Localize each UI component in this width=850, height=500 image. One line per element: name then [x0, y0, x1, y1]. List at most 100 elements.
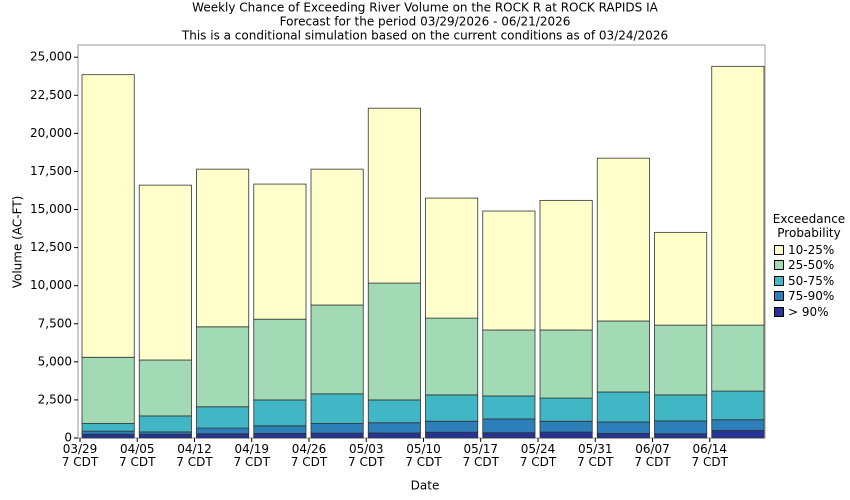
x-axis-title: Date: [411, 479, 440, 493]
bar-segment: [654, 420, 708, 435]
bar-segment: [425, 394, 479, 422]
bar-segment: [81, 433, 135, 439]
y-axis-title: Volume (AC-FT): [11, 196, 25, 289]
bar-segment: [310, 432, 364, 439]
bar-segment: [196, 168, 250, 328]
bar-segment: [482, 432, 536, 439]
y-tick-label: 15,000: [30, 202, 72, 216]
bar-segment: [539, 199, 593, 331]
bar-segment: [367, 432, 421, 439]
legend-swatch: [774, 244, 784, 255]
x-tick-label: 04/26 7 CDT: [290, 442, 328, 469]
bar-segment: [482, 329, 536, 397]
bar-segment: [539, 431, 593, 439]
bar-segment: [711, 65, 765, 326]
bar-segment: [367, 422, 421, 434]
bar-segment: [425, 317, 479, 396]
legend-label: 50-75%: [788, 273, 835, 288]
x-tick-label: 04/12 7 CDT: [176, 442, 213, 469]
bar-segment: [482, 395, 536, 420]
bar-segment: [81, 430, 135, 435]
legend-item: 50-75%: [774, 273, 850, 289]
bar-segment: [596, 320, 650, 393]
x-tick-label: 05/10 7 CDT: [405, 442, 442, 469]
bar-segment: [367, 399, 421, 424]
bar-segment: [425, 197, 479, 319]
bar-segment: [482, 418, 536, 434]
bar-segment: [367, 282, 421, 401]
x-tick-label: 04/19 7 CDT: [233, 442, 270, 469]
legend-title: Exceedance Probability: [772, 212, 846, 240]
legend-swatch: [774, 306, 784, 317]
bar-segment: [596, 157, 650, 322]
bar-segment: [196, 427, 250, 435]
bar-segment: [425, 420, 479, 433]
bar-segment: [310, 304, 364, 395]
bar-segment: [711, 324, 765, 392]
y-tick-label: 7,500: [38, 316, 72, 330]
x-tick-label: 05/24 7 CDT: [519, 442, 557, 469]
y-tick-label: 17,500: [30, 164, 72, 178]
bar-segment: [654, 324, 708, 396]
bar-segment: [711, 390, 765, 421]
bar-segment: [196, 406, 250, 429]
legend-item: > 90%: [774, 304, 850, 320]
legend-item: 25-50%: [774, 258, 850, 274]
legend-item: 75-90%: [774, 289, 850, 305]
bar-segment: [253, 425, 307, 434]
legend: Exceedance Probability 10-25% 25-50% 50-75…: [768, 212, 850, 320]
bar-segment: [539, 329, 593, 399]
bar-segment: [138, 415, 192, 433]
y-tick-label: 2,500: [38, 392, 72, 406]
legend-label: 25-50%: [788, 258, 835, 273]
bar-segment: [711, 429, 765, 439]
legend-swatch: [774, 291, 784, 302]
bar-segment: [654, 394, 708, 422]
y-tick-label: 22,500: [30, 88, 72, 102]
bar-segment: [81, 356, 135, 424]
bar-segment: [654, 231, 708, 326]
y-tick-label: 25,000: [30, 50, 72, 64]
bar-segment: [310, 393, 364, 424]
y-tick-label: 10,000: [30, 278, 72, 292]
plot-area: [77, 44, 766, 439]
bar-segment: [711, 419, 765, 431]
x-tick-label: 04/05 7 CDT: [119, 442, 156, 469]
bar-segment: [367, 107, 421, 284]
x-tick-label: 05/31 7 CDT: [577, 442, 614, 469]
bar-segment: [482, 210, 536, 331]
bar-segment: [253, 318, 307, 401]
bar-segment: [654, 433, 708, 439]
bar-segment: [596, 421, 650, 434]
legend-label: > 90%: [788, 304, 829, 319]
bar-segment: [81, 74, 135, 358]
bar-segment: [310, 423, 364, 434]
legend-label: 10-25%: [788, 242, 835, 257]
bar-segment: [138, 433, 192, 439]
bar-segment: [138, 359, 192, 417]
y-tick-label: 20,000: [30, 126, 72, 140]
legend-swatch: [774, 275, 784, 286]
x-tick-label: 03/29 7 CDT: [61, 442, 99, 469]
bar-segment: [253, 433, 307, 439]
x-tick-label: 06/14 7 CDT: [691, 442, 728, 469]
legend-swatch: [774, 260, 784, 271]
y-tick-label: 0: [64, 431, 72, 445]
bar-segment: [81, 423, 135, 432]
x-tick-label: 05/03 7 CDT: [348, 442, 385, 469]
bar-segment: [253, 183, 307, 320]
bar-segment: [196, 326, 250, 408]
bar-segment: [253, 399, 307, 427]
chart-subtitle: This is a conditional simulation based o…: [181, 29, 668, 43]
legend-label: 75-90%: [788, 289, 835, 304]
bar-segment: [539, 420, 593, 433]
y-tick-label: 5,000: [38, 354, 72, 368]
bar-segment: [196, 433, 250, 439]
x-tick-label: 06/07 7 CDT: [634, 442, 671, 469]
bar-segment: [596, 391, 650, 423]
y-tick-label: 12,500: [30, 240, 72, 254]
bar-segment: [138, 184, 192, 361]
bar-segment: [310, 168, 364, 306]
